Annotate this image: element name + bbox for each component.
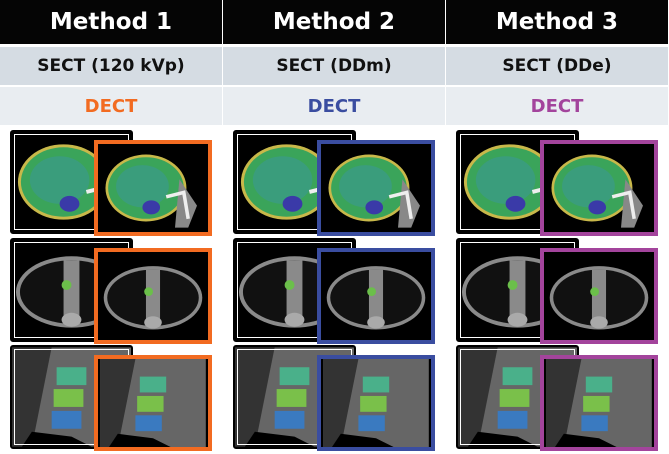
dect-image-thorax — [94, 248, 212, 344]
method-column: Method 2 SECT (DDm) DECT — [223, 0, 445, 454]
method-title: Method 3 — [446, 0, 668, 44]
dect-label: DECT — [446, 87, 668, 125]
dect-image-spine — [540, 355, 658, 451]
method-column: Method 3 SECT (DDe) DECT — [446, 0, 668, 454]
image-pair-head — [446, 130, 668, 236]
method-title: Method 2 — [223, 0, 445, 44]
sect-label: SECT (DDm) — [223, 47, 445, 85]
sect-label: SECT (120 kVp) — [0, 47, 222, 85]
image-pair-head — [223, 130, 445, 236]
dect-image-head — [540, 140, 658, 236]
dect-image-head — [317, 140, 435, 236]
dect-label: DECT — [223, 87, 445, 125]
image-pair-spine — [223, 345, 445, 451]
method-title: Method 1 — [0, 0, 222, 44]
dect-image-head — [94, 140, 212, 236]
dect-image-spine — [317, 355, 435, 451]
dect-image-spine — [94, 355, 212, 451]
image-pair-spine — [446, 345, 668, 451]
image-pair-thorax — [223, 238, 445, 344]
dect-image-thorax — [317, 248, 435, 344]
image-pair-thorax — [0, 238, 222, 344]
image-pair-thorax — [446, 238, 668, 344]
image-pair-spine — [0, 345, 222, 451]
image-pair-head — [0, 130, 222, 236]
sect-label: SECT (DDe) — [446, 47, 668, 85]
dect-image-thorax — [540, 248, 658, 344]
method-column: Method 1 SECT (120 kVp) DECT — [0, 0, 222, 454]
dect-label: DECT — [0, 87, 222, 125]
